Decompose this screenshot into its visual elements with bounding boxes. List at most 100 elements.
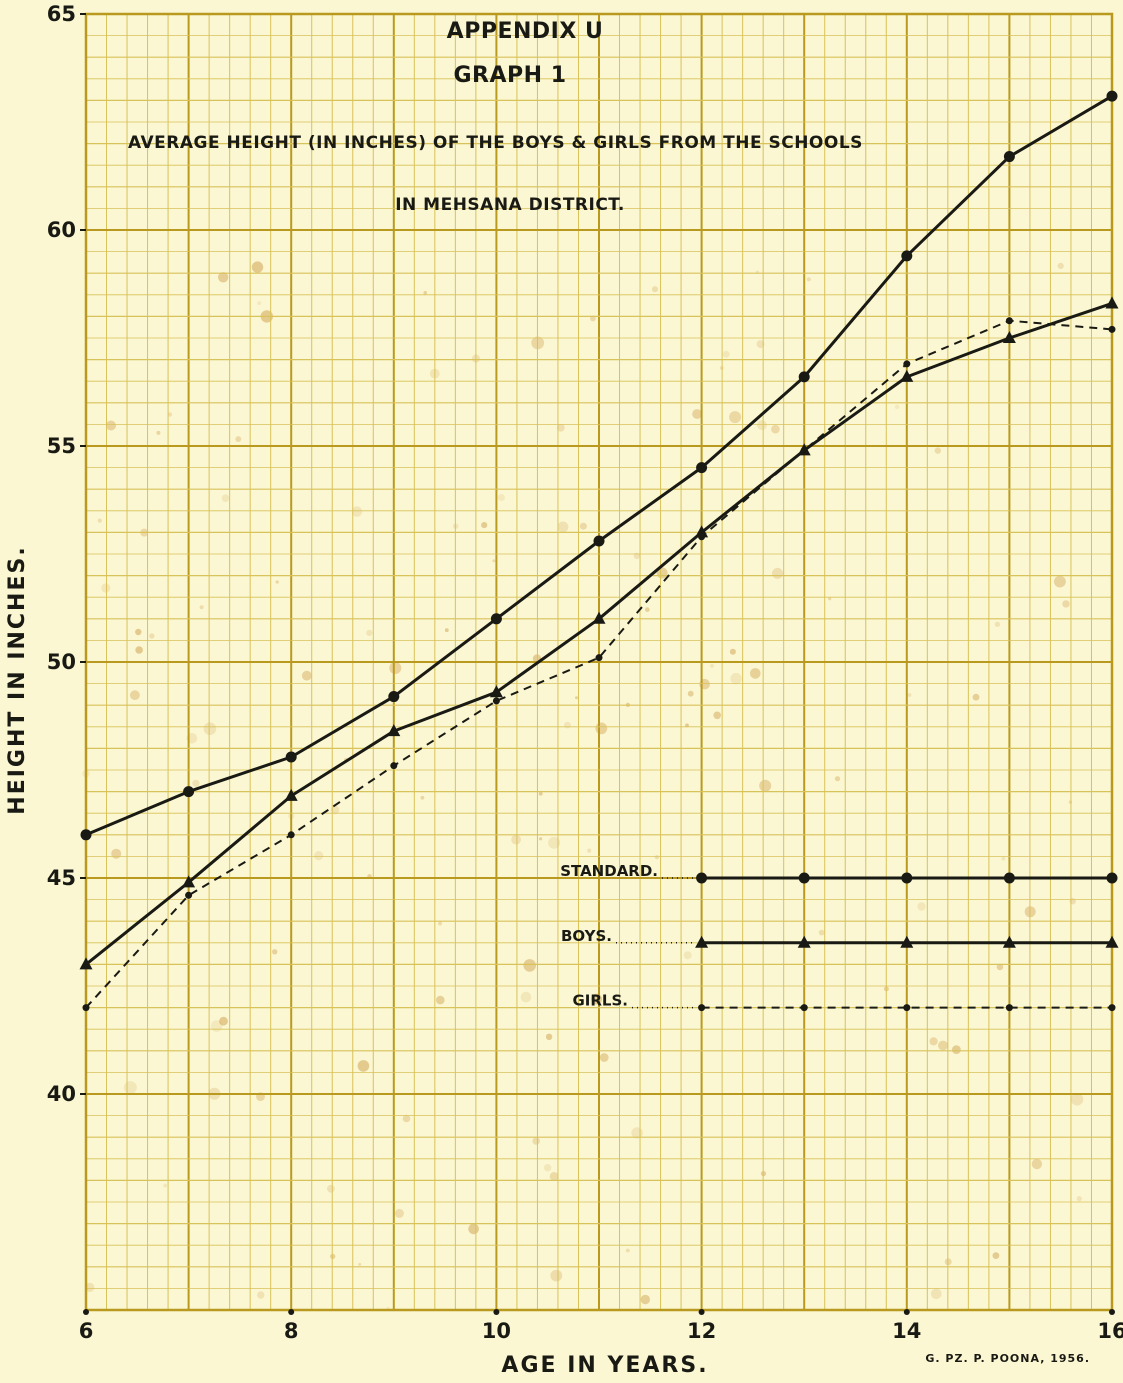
stain-spot	[235, 436, 242, 442]
stain-spot	[772, 567, 783, 579]
stain-spot	[203, 722, 217, 735]
x-tick-mark	[698, 1309, 705, 1315]
data-point-standard	[285, 751, 297, 763]
stain-spot	[1070, 1093, 1084, 1106]
stain-spot	[130, 690, 140, 701]
stain-spot	[330, 805, 340, 815]
stain-spot	[587, 848, 592, 853]
chart-subtitle: AVERAGE HEIGHT (IN INCHES) OF THE BOYS &…	[128, 133, 863, 153]
stain-spot	[101, 583, 111, 593]
legend-marker-boys	[797, 935, 811, 948]
stain-spot	[111, 848, 122, 859]
y-tick-label: 40	[47, 1082, 76, 1106]
stain-spot	[687, 690, 694, 697]
stain-spot	[931, 1288, 942, 1300]
stain-spot	[972, 693, 980, 701]
stain-spot	[549, 1172, 559, 1181]
legend-marker-girls	[1108, 1004, 1116, 1012]
stain-spot	[497, 494, 505, 501]
stain-spot	[757, 420, 767, 431]
legend-marker-standard	[1003, 872, 1015, 884]
x-tick-label: 6	[79, 1319, 94, 1343]
data-point-girls	[800, 446, 808, 454]
data-point-girls	[185, 891, 193, 899]
stain-spot	[818, 929, 825, 936]
stain-spot	[685, 723, 689, 728]
stain-spot	[640, 1294, 650, 1305]
x-tick-label: 14	[892, 1319, 921, 1343]
stain-spot	[301, 670, 312, 681]
x-tick-mark	[1109, 1309, 1115, 1315]
data-point-girls	[492, 697, 500, 705]
stain-spot	[275, 580, 279, 584]
stain-spot	[683, 951, 692, 960]
x-tick-label: 12	[687, 1319, 716, 1343]
data-point-boys	[489, 685, 503, 698]
data-point-standard	[901, 250, 913, 262]
stain-spot	[358, 1262, 362, 1266]
stain-spot	[163, 1183, 168, 1188]
stain-spot	[625, 1248, 630, 1253]
legend-marker-boys	[695, 935, 709, 948]
stain-spot	[907, 693, 912, 697]
printer-imprint: G. PZ. P. POONA, 1956.	[925, 1352, 1090, 1365]
series-layer	[79, 90, 1119, 1012]
y-tick-label: 65	[47, 2, 76, 26]
stain-spot	[123, 1081, 137, 1095]
stain-spot	[599, 1053, 609, 1062]
stain-spot	[106, 420, 116, 431]
data-point-girls	[82, 1004, 90, 1012]
stain-spot	[351, 506, 363, 517]
stain-spot	[97, 518, 102, 523]
stain-spot	[595, 722, 608, 735]
stain-spot	[539, 837, 543, 841]
y-axis-label: HEIGHT IN INCHES.	[5, 545, 30, 814]
legend: STANDARD. BOYS. GIRLS.	[560, 862, 1119, 1012]
stain-spot	[550, 1269, 563, 1282]
legend-marker-girls	[800, 1004, 808, 1012]
stain-spot	[828, 597, 832, 601]
stain-spot	[538, 791, 543, 796]
data-point-boys	[592, 611, 606, 624]
x-tick-label: 10	[482, 1319, 511, 1343]
stain-spot	[806, 277, 811, 282]
stain-spot	[492, 559, 496, 563]
stain-spot	[1054, 575, 1066, 588]
legend-marker-standard	[901, 872, 913, 884]
legend-marker-boys	[1002, 935, 1016, 948]
stain-spot	[759, 779, 772, 792]
data-point-girls	[903, 360, 911, 368]
stain-spot	[523, 959, 536, 972]
stain-spot	[1062, 600, 1070, 608]
stain-spot	[218, 272, 229, 283]
stain-spot	[713, 711, 721, 720]
stain-spot	[729, 411, 742, 424]
stain-spot	[1031, 1158, 1043, 1170]
stain-spot	[327, 1184, 335, 1193]
stain-spot	[1076, 1196, 1082, 1202]
data-point-girls	[595, 654, 603, 662]
data-point-girls	[287, 831, 295, 839]
stain-spot	[548, 836, 561, 849]
x-tick-mark	[903, 1309, 910, 1315]
legend-marker-boys	[900, 935, 914, 948]
stain-spot	[135, 646, 143, 654]
legend-marker-boys	[1105, 935, 1119, 948]
data-point-girls	[698, 533, 706, 541]
stain-spot	[729, 648, 736, 655]
data-point-boys	[1002, 331, 1016, 343]
data-point-boys	[387, 724, 401, 737]
x-axis-label: AGE IN YEARS.	[501, 1353, 708, 1378]
stain-spot	[654, 855, 660, 860]
stain-spot	[894, 404, 900, 410]
stain-spot	[952, 1045, 961, 1054]
x-tick-mark	[83, 1309, 89, 1315]
stain-spot	[251, 261, 264, 273]
stain-spot	[221, 494, 230, 503]
y-tick-label: 55	[47, 434, 76, 458]
stain-spot	[149, 633, 155, 639]
stain-spot	[834, 776, 841, 782]
stain-spot	[692, 409, 702, 419]
data-point-standard	[798, 371, 810, 383]
